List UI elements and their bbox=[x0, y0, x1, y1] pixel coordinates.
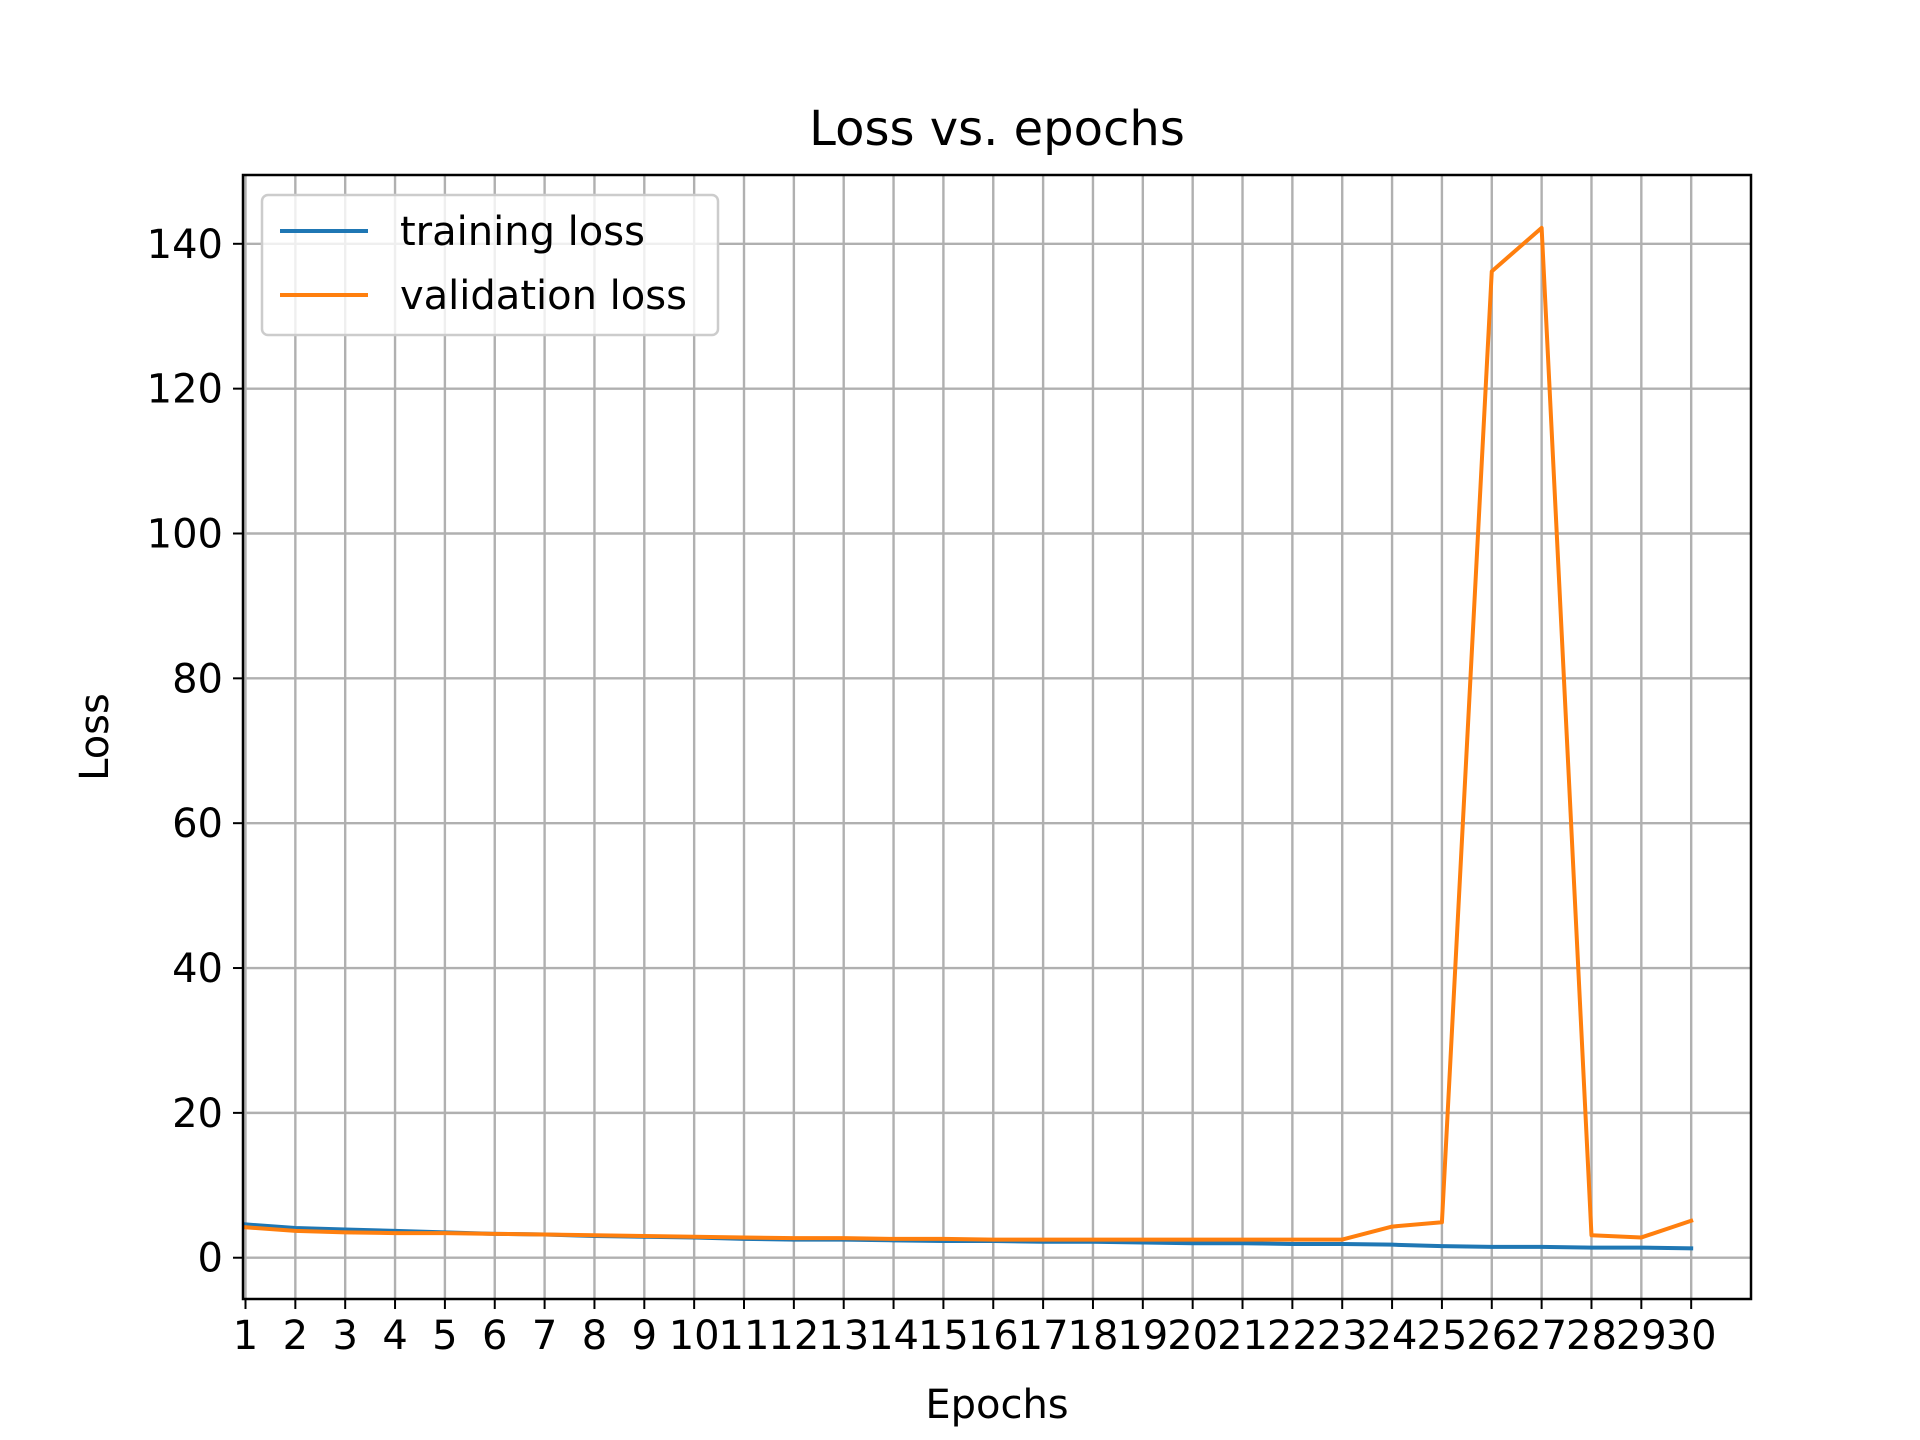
x-tick-label: 28 bbox=[1566, 1313, 1617, 1359]
x-tick-label: 2 bbox=[283, 1313, 308, 1359]
x-tick-label: 23 bbox=[1317, 1313, 1368, 1359]
x-tick-label: 22 bbox=[1267, 1313, 1318, 1359]
x-axis-label: Epochs bbox=[925, 1382, 1068, 1428]
legend-label: validation loss bbox=[400, 273, 687, 319]
x-tick-label: 17 bbox=[1018, 1313, 1069, 1359]
x-tick-label: 3 bbox=[332, 1313, 357, 1359]
y-tick-label: 60 bbox=[172, 801, 223, 847]
x-tick-label: 4 bbox=[382, 1313, 407, 1359]
y-tick-label: 0 bbox=[198, 1236, 223, 1282]
x-tick-label: 8 bbox=[582, 1313, 607, 1359]
x-tick-label: 15 bbox=[918, 1313, 969, 1359]
x-tick-label: 7 bbox=[532, 1313, 557, 1359]
x-tick-label: 29 bbox=[1616, 1313, 1667, 1359]
x-tick-label: 18 bbox=[1068, 1313, 1119, 1359]
axes-frame bbox=[241, 173, 1753, 1301]
x-tick-label: 5 bbox=[432, 1313, 457, 1359]
y-tick-label: 100 bbox=[147, 511, 223, 557]
y-tick-label: 40 bbox=[172, 946, 223, 992]
x-tick-label: 11 bbox=[719, 1313, 770, 1359]
chart-title: Loss vs. epochs bbox=[809, 101, 1185, 157]
x-tick-label: 21 bbox=[1217, 1313, 1268, 1359]
legend-label: training loss bbox=[400, 209, 645, 255]
x-tick-label: 27 bbox=[1516, 1313, 1567, 1359]
legend: training loss validation loss bbox=[260, 193, 720, 337]
legend-box bbox=[260, 193, 720, 337]
grid bbox=[243, 175, 1751, 1299]
x-tick-label: 12 bbox=[768, 1313, 819, 1359]
x-tick-label: 10 bbox=[669, 1313, 720, 1359]
x-tick-label: 16 bbox=[968, 1313, 1019, 1359]
x-tick-label: 26 bbox=[1466, 1313, 1517, 1359]
y-tick-label: 20 bbox=[172, 1091, 223, 1137]
x-tick-label: 24 bbox=[1367, 1313, 1418, 1359]
x-tick-label: 1 bbox=[233, 1313, 258, 1359]
x-tick-label: 25 bbox=[1416, 1313, 1467, 1359]
x-tick-label: 13 bbox=[818, 1313, 869, 1359]
ticks: 1 2 3 4 5 6 7 8 9 1011121314151617181920212223242… bbox=[147, 222, 1717, 1359]
y-tick-label: 80 bbox=[172, 656, 223, 702]
y-axis-label: Loss bbox=[72, 693, 118, 781]
y-tick-label: 140 bbox=[147, 222, 223, 268]
x-tick-label: 30 bbox=[1666, 1313, 1717, 1359]
series-line-validation-loss bbox=[243, 225, 1694, 1242]
series-layer bbox=[243, 225, 1694, 1251]
x-tick-label: 9 bbox=[632, 1313, 657, 1359]
x-tick-label: 6 bbox=[482, 1313, 507, 1359]
x-tick-label: 14 bbox=[868, 1313, 919, 1359]
x-tick-label: 19 bbox=[1117, 1313, 1168, 1359]
y-tick-label: 120 bbox=[147, 367, 223, 413]
x-tick-label: 20 bbox=[1167, 1313, 1218, 1359]
